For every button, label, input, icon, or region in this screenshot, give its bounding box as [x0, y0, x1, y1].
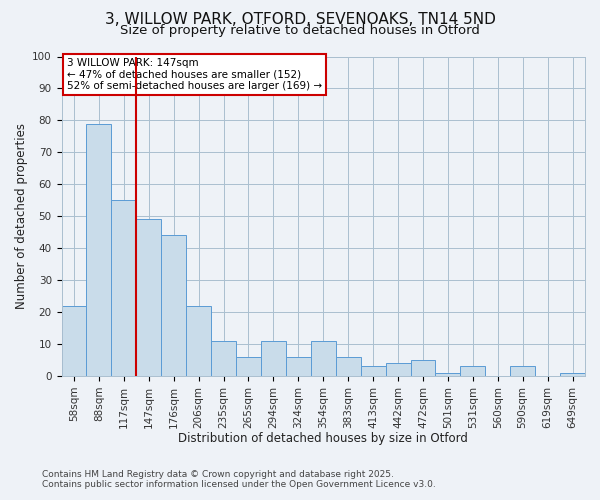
Bar [386, 363, 410, 376]
Bar [161, 236, 186, 376]
Text: Size of property relative to detached houses in Otford: Size of property relative to detached ho… [120, 24, 480, 37]
X-axis label: Distribution of detached houses by size in Otford: Distribution of detached houses by size … [178, 432, 468, 445]
Bar [286, 357, 311, 376]
Bar [336, 357, 361, 376]
Bar [86, 124, 112, 376]
Bar [510, 366, 535, 376]
Text: 3, WILLOW PARK, OTFORD, SEVENOAKS, TN14 5ND: 3, WILLOW PARK, OTFORD, SEVENOAKS, TN14 … [104, 12, 496, 28]
Bar [311, 341, 336, 376]
Bar [261, 341, 286, 376]
Bar [460, 366, 485, 376]
Text: 3 WILLOW PARK: 147sqm
← 47% of detached houses are smaller (152)
52% of semi-det: 3 WILLOW PARK: 147sqm ← 47% of detached … [67, 58, 322, 92]
Bar [560, 373, 585, 376]
Text: Contains HM Land Registry data © Crown copyright and database right 2025.
Contai: Contains HM Land Registry data © Crown c… [42, 470, 436, 489]
Bar [186, 306, 211, 376]
Y-axis label: Number of detached properties: Number of detached properties [15, 123, 28, 309]
Bar [62, 306, 86, 376]
Bar [410, 360, 436, 376]
Bar [211, 341, 236, 376]
Bar [112, 200, 136, 376]
Bar [436, 373, 460, 376]
Bar [136, 220, 161, 376]
Bar [361, 366, 386, 376]
Bar [236, 357, 261, 376]
